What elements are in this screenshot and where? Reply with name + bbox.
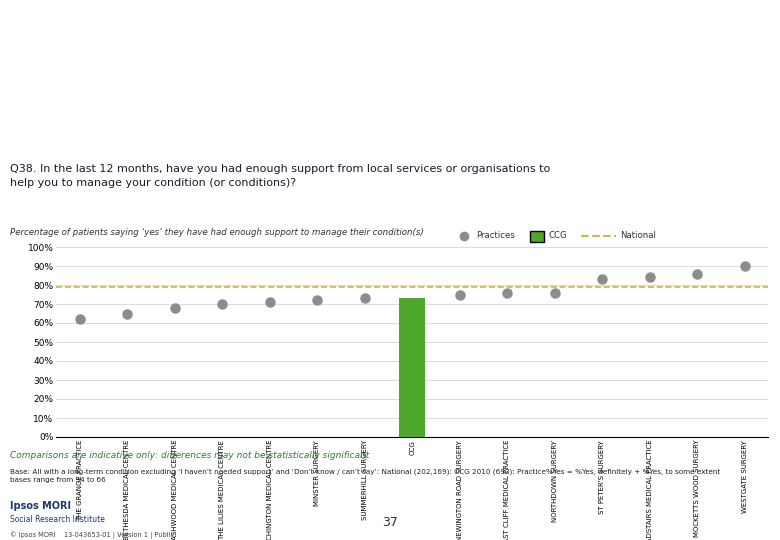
Text: Support with managing long-term health conditions:: Support with managing long-term health c…: [10, 89, 568, 107]
Text: Comparisons are indicative only: differences may not be statistically significan: Comparisons are indicative only: differe…: [10, 450, 370, 460]
Text: Percentage of patients saying ‘yes’ they have had enough support to manage their: Percentage of patients saying ‘yes’ they…: [10, 228, 424, 237]
Text: Social Research Institute: Social Research Institute: [10, 515, 105, 524]
Text: 37: 37: [382, 516, 398, 529]
Text: Ipsos MORI: Ipsos MORI: [10, 501, 71, 511]
Text: how the CCG’s practices compare: how the CCG’s practices compare: [10, 123, 364, 141]
Text: Practices: Practices: [476, 231, 515, 240]
Text: © Ipsos MORI    13-043653-01 | Version 1 | Public: © Ipsos MORI 13-043653-01 | Version 1 | …: [10, 531, 174, 539]
Text: National: National: [620, 231, 656, 240]
Text: %Yes = %Yes, definitely + %Yes, to some extent: %Yes = %Yes, definitely + %Yes, to some …: [546, 469, 720, 475]
Text: Q38. In the last 12 months, have you had enough support from local services or o: Q38. In the last 12 months, have you had…: [10, 164, 551, 187]
Text: Base: All with a long-term condition excluding ‘I haven’t needed support’ and ‘D: Base: All with a long-term condition exc…: [10, 469, 546, 483]
FancyBboxPatch shape: [530, 231, 544, 242]
Text: CCG: CCG: [548, 231, 567, 240]
Bar: [399, 298, 425, 437]
